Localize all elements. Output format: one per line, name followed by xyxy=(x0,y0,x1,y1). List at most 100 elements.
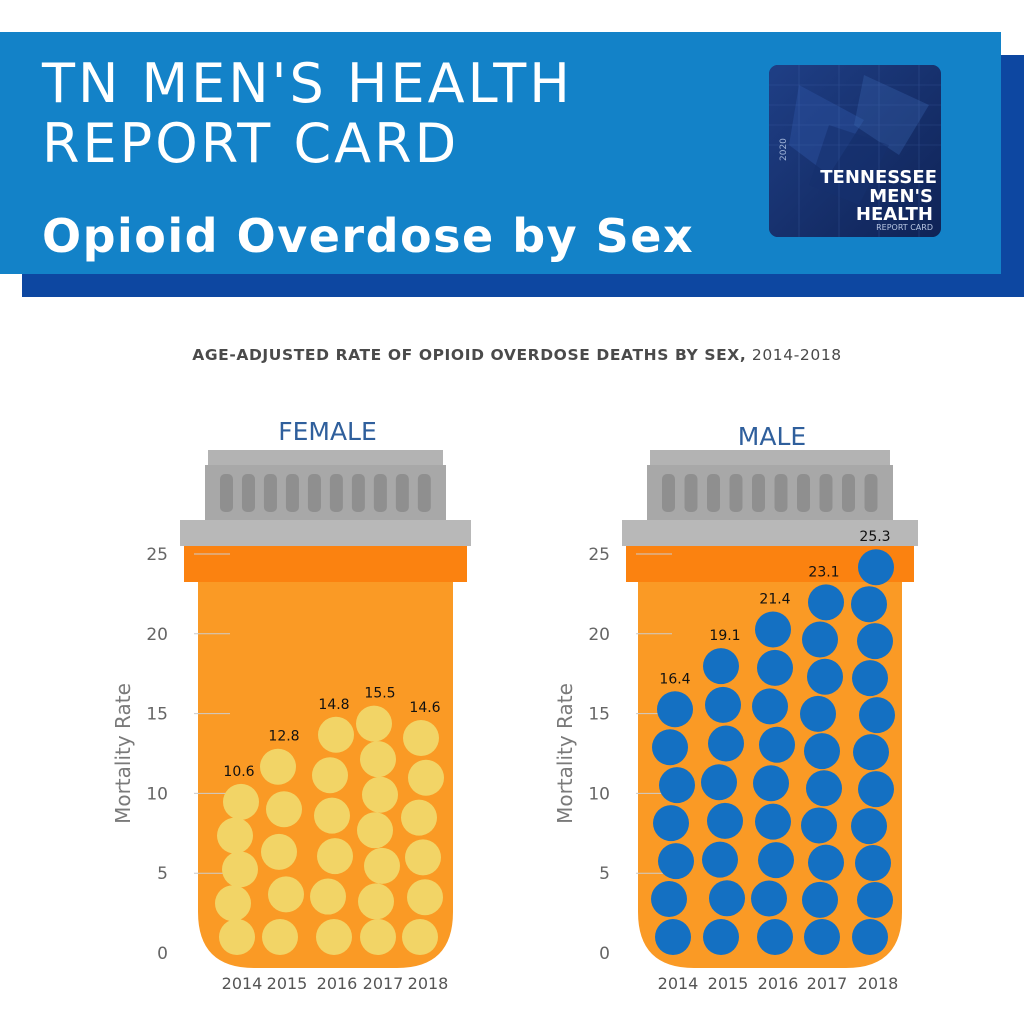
logo-background-graphic xyxy=(769,65,941,237)
y-tick-label: 15 xyxy=(588,705,610,725)
pill-marker xyxy=(356,705,392,742)
cap-groove xyxy=(373,474,387,512)
pill-marker xyxy=(659,767,695,804)
bar-2016-female xyxy=(310,716,354,955)
pill-marker xyxy=(852,919,888,955)
pill-marker xyxy=(268,876,304,913)
x-tick-label: 2016 xyxy=(317,974,358,993)
pill-marker xyxy=(851,808,887,845)
tennessee-mens-health-logo: 2020 TENNESSEE MEN'S HEALTH REPORT CARD xyxy=(769,65,941,237)
x-tick-label: 2014 xyxy=(658,974,699,993)
pill-marker xyxy=(358,883,394,920)
pill-marker xyxy=(310,878,346,915)
y-tick-label: 10 xyxy=(146,784,168,804)
pill-marker xyxy=(407,879,443,916)
pill-marker xyxy=(804,919,840,955)
pill-marker xyxy=(215,885,251,922)
cap-groove xyxy=(729,474,743,512)
pill-marker xyxy=(222,851,258,888)
x-tick-label: 2017 xyxy=(807,974,848,993)
pill-marker xyxy=(408,759,444,796)
pill-marker xyxy=(802,881,838,918)
pill-marker xyxy=(752,688,788,725)
pill-marker xyxy=(758,842,794,879)
pill-marker xyxy=(858,549,894,586)
pill-marker xyxy=(800,695,836,732)
bar-2015-male xyxy=(701,648,745,955)
data-label: 15.5 xyxy=(364,686,395,702)
pill-marker xyxy=(858,771,894,808)
cap-groove xyxy=(220,474,233,512)
data-label: 10.6 xyxy=(223,764,254,780)
x-tick-label: 2016 xyxy=(758,974,799,993)
pill-marker xyxy=(755,803,791,840)
cap-groove xyxy=(241,474,255,512)
y-tick-label: 0 xyxy=(157,944,168,964)
pill-marker xyxy=(357,812,393,849)
pill-marker xyxy=(223,783,259,820)
pill-marker xyxy=(364,847,400,884)
cap-groove xyxy=(842,474,855,512)
x-tick-label: 2014 xyxy=(222,974,263,993)
pill-marker xyxy=(708,725,744,762)
pill-marker xyxy=(261,833,297,870)
x-tick-label: 2017 xyxy=(363,974,404,993)
pill-marker xyxy=(651,881,687,918)
data-label: 19.1 xyxy=(709,628,740,644)
pill-marker xyxy=(751,880,787,917)
data-label: 12.8 xyxy=(268,729,299,745)
bar-2018-male xyxy=(851,549,895,955)
cap-lip xyxy=(180,520,471,546)
cap-groove xyxy=(774,474,788,512)
pill-marker xyxy=(266,791,302,828)
pill-marker xyxy=(318,716,354,753)
pill-marker xyxy=(316,919,352,955)
cap-groove xyxy=(329,474,343,512)
logo-line-mens: MEN'S xyxy=(869,186,933,207)
panel-male: MALE Mortality Rate 0 5 10 15 20 25 16.4 2014 19.1… xyxy=(553,422,918,993)
data-label: 16.4 xyxy=(659,671,690,687)
cap-body xyxy=(205,465,446,521)
pill-marker xyxy=(405,839,441,876)
bar-2015-female xyxy=(260,748,304,955)
pill-marker xyxy=(806,770,842,807)
cap-groove xyxy=(684,474,698,512)
pill-marker xyxy=(757,649,793,686)
cap-groove xyxy=(752,474,765,512)
pill-marker xyxy=(852,660,888,697)
pill-marker xyxy=(851,586,887,623)
pill-bottle-band xyxy=(184,546,467,582)
x-tick-label: 2015 xyxy=(267,974,308,993)
pill-marker xyxy=(807,658,843,695)
pill-marker xyxy=(808,844,844,881)
pill-marker xyxy=(658,843,694,880)
pill-marker xyxy=(653,805,689,842)
chart-title-years: 2014-2018 xyxy=(751,346,842,364)
cap-groove xyxy=(417,474,431,512)
logo-line-tennessee: TENNESSEE xyxy=(820,167,937,188)
pill-marker xyxy=(702,841,738,878)
panel-female: FEMALE Mortality Rate 0 5 10 15 20 25 10.6 2014 12… xyxy=(111,417,471,993)
cap-lip xyxy=(622,520,918,546)
page-title: TN MEN'S HEALTH REPORT CARD xyxy=(42,52,573,175)
pill-marker xyxy=(855,845,891,882)
data-label: 23.1 xyxy=(808,564,839,580)
pill-marker xyxy=(314,797,350,834)
cap-groove xyxy=(263,474,277,512)
pill-marker xyxy=(262,919,298,955)
cap-groove xyxy=(707,474,720,512)
chart-title-main: AGE-ADJUSTED RATE OF OPIOID OVERDOSE DEA… xyxy=(192,346,747,364)
pill-marker xyxy=(403,719,439,756)
pill-marker xyxy=(759,726,795,763)
cap-groove xyxy=(285,474,299,512)
pill-marker xyxy=(655,919,691,955)
pill-marker xyxy=(217,817,253,854)
bar-2017-male xyxy=(800,584,844,955)
x-tick-label: 2018 xyxy=(858,974,899,993)
bar-2017-female xyxy=(356,705,400,955)
logo-line-health: HEALTH xyxy=(855,204,933,225)
cap-groove xyxy=(797,474,810,512)
pill-marker xyxy=(857,882,893,919)
cap-groove xyxy=(395,474,409,512)
pill-marker xyxy=(360,741,396,778)
